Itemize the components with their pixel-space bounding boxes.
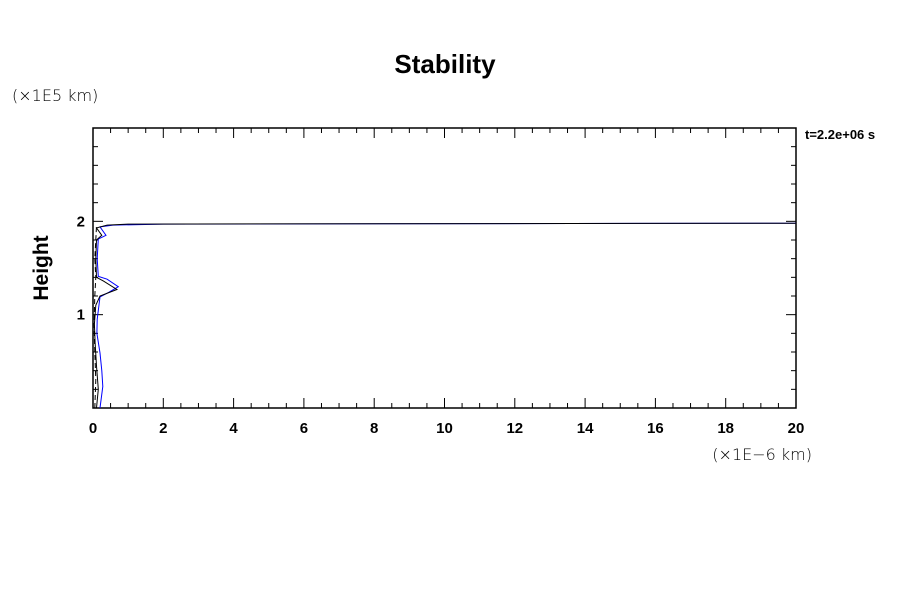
x-tick-label: 6 [300, 420, 308, 437]
x-tick-label: 8 [370, 420, 378, 437]
y-tick-label: 2 [77, 213, 85, 230]
series-line-0 [96, 222, 797, 409]
x-tick-label: 0 [89, 420, 97, 437]
x-tick-label: 2 [159, 420, 167, 437]
time-annotation: t=2.2e+06 s [805, 127, 875, 142]
y-unit-label: (×1E5 km) [12, 86, 98, 105]
chart-title: Stability [394, 49, 496, 79]
x-tick-label: 14 [577, 420, 594, 437]
x-tick-label: 18 [717, 420, 734, 437]
plot-frame [92, 127, 797, 409]
x-tick-label: 4 [229, 420, 238, 437]
y-axis-label: Height [30, 235, 53, 300]
series-line-2 [93, 225, 97, 409]
x-unit-label: (×1E−6 km) [712, 445, 812, 464]
y-tick-label: 1 [77, 307, 85, 324]
series-line-1 [93, 222, 797, 409]
x-tick-label: 16 [647, 420, 664, 437]
x-tick-label: 12 [506, 420, 523, 437]
x-tick-label: 10 [436, 420, 453, 437]
x-tick-label: 20 [788, 420, 805, 437]
